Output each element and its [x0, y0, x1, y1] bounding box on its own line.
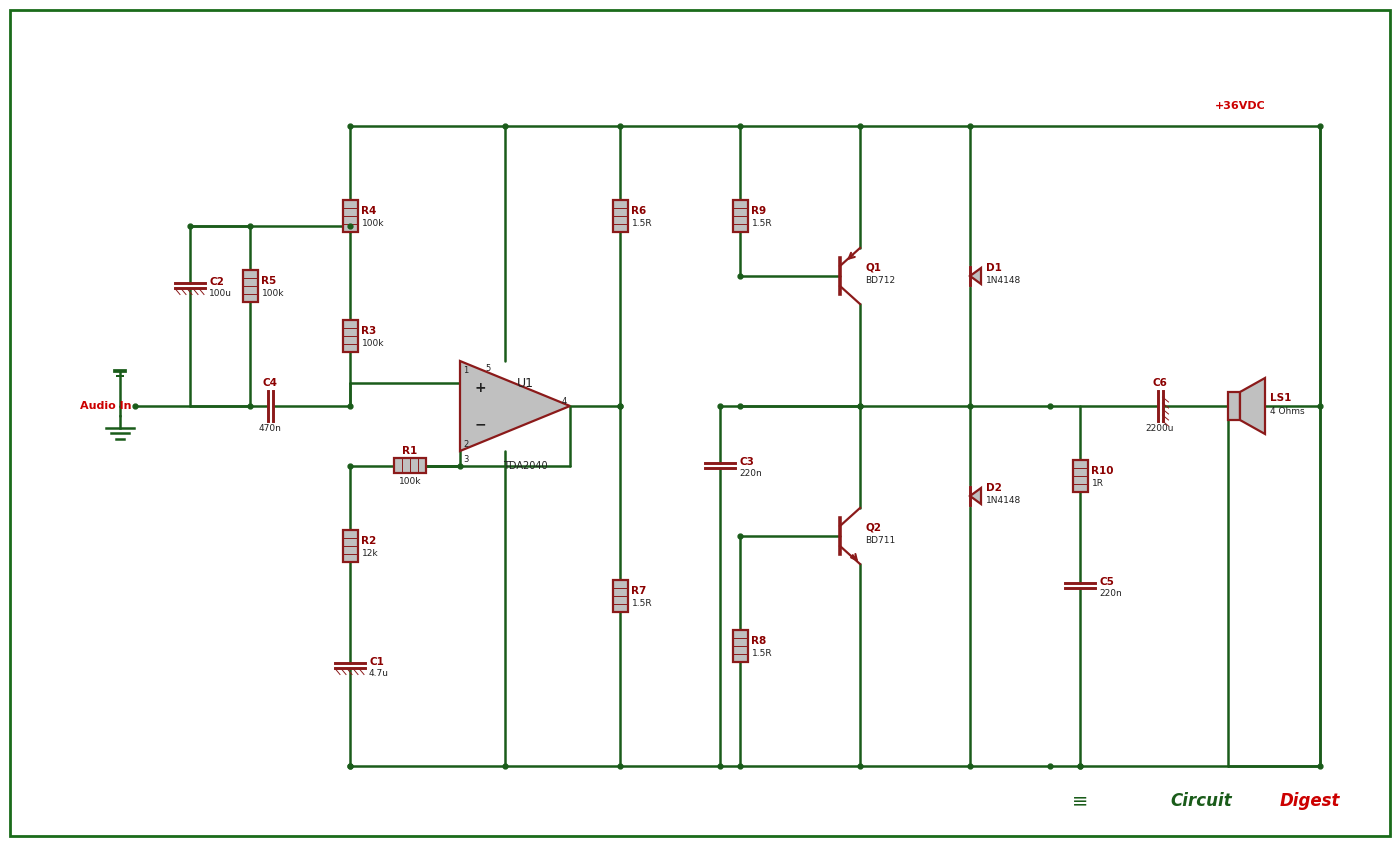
- Text: +36VDC: +36VDC: [1215, 101, 1266, 111]
- Text: R8: R8: [752, 636, 767, 646]
- Bar: [613, 580, 627, 612]
- Text: C2: C2: [209, 277, 224, 287]
- Text: −: −: [475, 417, 487, 431]
- Text: R7: R7: [631, 586, 647, 596]
- Text: 5: 5: [484, 364, 490, 373]
- Text: R2: R2: [361, 536, 377, 546]
- Text: U1: U1: [517, 377, 533, 390]
- Text: Q2: Q2: [865, 523, 881, 533]
- Polygon shape: [970, 488, 981, 504]
- Text: LS1: LS1: [1270, 393, 1291, 403]
- Text: 1.5R: 1.5R: [631, 598, 652, 607]
- Text: BD712: BD712: [865, 276, 895, 285]
- Text: C3: C3: [739, 457, 753, 467]
- Text: 2: 2: [463, 440, 468, 449]
- Text: C5: C5: [1099, 577, 1114, 587]
- Bar: [732, 630, 748, 662]
- Text: R10: R10: [1092, 466, 1114, 476]
- Text: C6: C6: [1152, 378, 1168, 388]
- Text: R3: R3: [361, 326, 377, 336]
- Text: 100k: 100k: [262, 288, 284, 298]
- Text: 100u: 100u: [209, 288, 232, 298]
- Polygon shape: [461, 361, 570, 451]
- Text: 100k: 100k: [399, 476, 421, 486]
- Text: 2200u: 2200u: [1145, 424, 1175, 433]
- Bar: [393, 459, 426, 474]
- Text: 4 Ohms: 4 Ohms: [1270, 407, 1305, 416]
- Text: 4.7u: 4.7u: [370, 668, 389, 678]
- Text: 1: 1: [463, 366, 468, 375]
- Text: C1: C1: [370, 657, 384, 667]
- Text: 4: 4: [561, 398, 567, 406]
- Bar: [343, 200, 357, 232]
- Text: R5: R5: [262, 276, 277, 286]
- Text: 220n: 220n: [739, 469, 762, 477]
- Bar: [1072, 460, 1088, 492]
- Text: +: +: [475, 381, 487, 395]
- Text: Q1: Q1: [865, 263, 881, 273]
- Text: R4: R4: [361, 206, 377, 216]
- Text: Circuit: Circuit: [1170, 792, 1232, 810]
- Bar: [343, 530, 357, 562]
- Text: TDA2040: TDA2040: [503, 461, 547, 471]
- Bar: [732, 200, 748, 232]
- Text: R1: R1: [402, 446, 417, 455]
- Text: 470n: 470n: [259, 424, 281, 433]
- Text: 1.5R: 1.5R: [752, 649, 773, 657]
- Text: R6: R6: [631, 206, 647, 216]
- Polygon shape: [1240, 378, 1266, 434]
- Text: C4: C4: [263, 378, 277, 388]
- Bar: [242, 270, 258, 302]
- Text: 1.5R: 1.5R: [631, 218, 652, 228]
- Text: 3: 3: [463, 455, 469, 464]
- Text: 100k: 100k: [361, 218, 384, 228]
- Text: ≡: ≡: [1072, 792, 1088, 810]
- Text: R9: R9: [752, 206, 767, 216]
- Bar: [343, 320, 357, 352]
- Text: 12k: 12k: [361, 548, 378, 558]
- Polygon shape: [970, 268, 981, 284]
- Text: 1N4148: 1N4148: [986, 276, 1021, 285]
- Text: 1.5R: 1.5R: [752, 218, 773, 228]
- Bar: [613, 200, 627, 232]
- Text: D2: D2: [986, 483, 1002, 493]
- Text: 1R: 1R: [1092, 479, 1103, 487]
- Text: Audio In: Audio In: [80, 401, 132, 411]
- Text: D1: D1: [986, 263, 1002, 273]
- Text: 220n: 220n: [1099, 589, 1121, 597]
- Text: Digest: Digest: [1280, 792, 1341, 810]
- Text: 1N4148: 1N4148: [986, 496, 1021, 505]
- Text: 100k: 100k: [361, 338, 384, 348]
- Bar: [1228, 392, 1240, 420]
- Text: BD711: BD711: [865, 536, 895, 545]
